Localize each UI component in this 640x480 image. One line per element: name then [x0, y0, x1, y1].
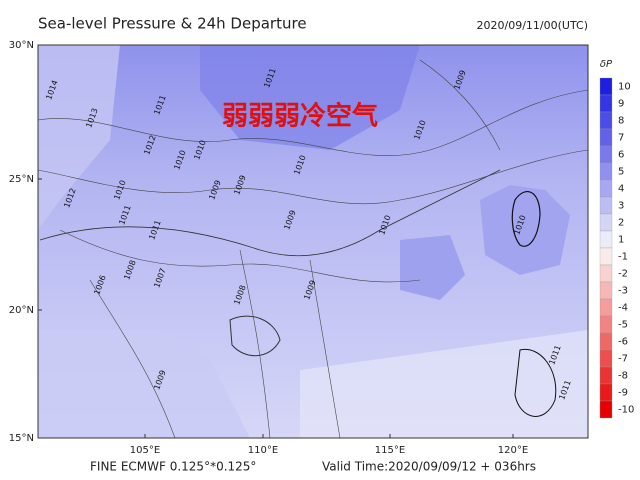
hainan-island — [229, 315, 281, 357]
colorbar-title: δP — [600, 59, 613, 70]
colorbar-label: 2 — [618, 218, 624, 229]
colorbar-label: -1 — [618, 252, 628, 263]
colorbar-cell — [599, 77, 613, 96]
valid-time-utc: 2020/09/11/00(UTC) — [477, 19, 589, 32]
colorbar-label: -2 — [618, 269, 628, 280]
colorbar-cell — [599, 145, 613, 164]
weak-area — [38, 45, 120, 230]
colorbar-cell — [599, 383, 613, 402]
lon-label: 105°E — [130, 445, 160, 456]
colorbar-label: 6 — [618, 150, 624, 161]
map-frame — [37, 44, 589, 439]
colorbar-label: 1 — [618, 235, 624, 246]
isobars — [38, 59, 588, 438]
colorbar-label: 4 — [618, 184, 624, 195]
colorbar-cell — [599, 298, 613, 317]
colorbar-cell — [599, 315, 613, 334]
sea-patch — [400, 235, 465, 300]
colorbar-label: -6 — [618, 337, 628, 348]
lon-label: 115°E — [375, 445, 405, 456]
colorbar-cell — [599, 196, 613, 215]
colorbar-cell — [599, 247, 613, 266]
title: Sea-level Pressure & 24h Departure — [38, 15, 307, 33]
high-departure-area — [200, 45, 420, 150]
colorbar-cell — [599, 400, 613, 419]
valid-time: Valid Time:2020/09/09/12 + 036hrs — [322, 460, 536, 474]
annotation: 弱弱弱冷空气 — [222, 101, 378, 132]
south-area — [38, 330, 250, 438]
taiwan-area — [480, 185, 570, 275]
colorbar-label: -8 — [618, 371, 628, 382]
colorbar-cell — [599, 281, 613, 300]
colorbar-label: -10 — [618, 405, 634, 416]
colorbar-label: 5 — [618, 167, 624, 178]
colorbar-label: -9 — [618, 388, 628, 399]
coastline — [39, 169, 501, 257]
colorbar-label: -3 — [618, 286, 628, 297]
colorbar-cell — [599, 349, 613, 368]
lon-label: 120°E — [498, 445, 528, 456]
map-field: 弱弱弱冷空气 — [38, 45, 588, 438]
south-sea — [300, 330, 588, 438]
colorbar-label: 8 — [618, 116, 624, 127]
colorbar-cell — [599, 230, 613, 249]
colorbar-label: 7 — [618, 133, 624, 144]
lat-label: 25°N — [9, 174, 34, 185]
colorbar-cell — [599, 366, 613, 385]
colorbar-cell — [599, 128, 613, 147]
colorbar-cell — [599, 111, 613, 130]
colorbar-cell — [599, 179, 613, 198]
lat-label: 20°N — [9, 305, 34, 316]
taiwan-island — [511, 190, 541, 247]
colorbar-label: 10 — [618, 82, 631, 93]
colorbar-label: -7 — [618, 354, 628, 365]
colorbar-cell — [599, 213, 613, 232]
colorbar-label: 9 — [618, 99, 624, 110]
lat-label: 15°N — [9, 433, 34, 444]
colorbar-label: -4 — [618, 303, 628, 314]
model-label: FINE ECMWF 0.125°*0.125° — [90, 460, 256, 474]
colorbar-label: 3 — [618, 201, 624, 212]
colorbar-cell — [599, 94, 613, 113]
lat-label: 30°N — [9, 40, 34, 51]
colorbar-cell — [599, 264, 613, 283]
colorbar-label: -5 — [618, 320, 628, 331]
colorbar-cell — [599, 332, 613, 351]
lon-label: 110°E — [248, 445, 278, 456]
luzon-island — [514, 348, 557, 417]
colorbar-cell — [599, 162, 613, 181]
